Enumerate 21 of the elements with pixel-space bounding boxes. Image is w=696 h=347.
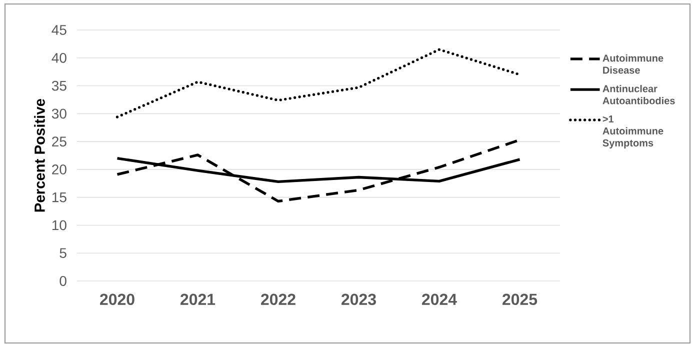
legend-label: Antinuclear Autoantibodies bbox=[602, 84, 675, 104]
y-tick-label: 20 bbox=[52, 164, 66, 174]
x-tick-label: 2023 bbox=[342, 294, 376, 306]
x-tick-label: 2022 bbox=[261, 294, 296, 306]
y-tick-label: 40 bbox=[52, 52, 66, 63]
x-tick-label: 2020 bbox=[100, 294, 134, 306]
x-tick-label: 2025 bbox=[502, 294, 538, 306]
y-tick-label: 25 bbox=[52, 136, 66, 147]
y-tick-label: 5 bbox=[60, 248, 66, 258]
x-tick-label: 2021 bbox=[180, 294, 216, 306]
y-tick-label: 45 bbox=[52, 25, 66, 35]
y-axis-title: Percent Positive bbox=[34, 98, 45, 212]
y-tick-label: 0 bbox=[60, 276, 66, 286]
y-tick-label: 15 bbox=[52, 192, 66, 202]
x-tick-label: 2024 bbox=[422, 294, 457, 306]
y-tick-label: 30 bbox=[52, 108, 66, 119]
line-series bbox=[116, 48, 522, 118]
y-tick-label: 35 bbox=[52, 80, 66, 91]
legend-label: >1 Autoimmune Symptoms bbox=[602, 116, 664, 148]
y-tick-label: 10 bbox=[52, 220, 66, 230]
legend-label: Autoimmune Disease bbox=[602, 54, 664, 74]
